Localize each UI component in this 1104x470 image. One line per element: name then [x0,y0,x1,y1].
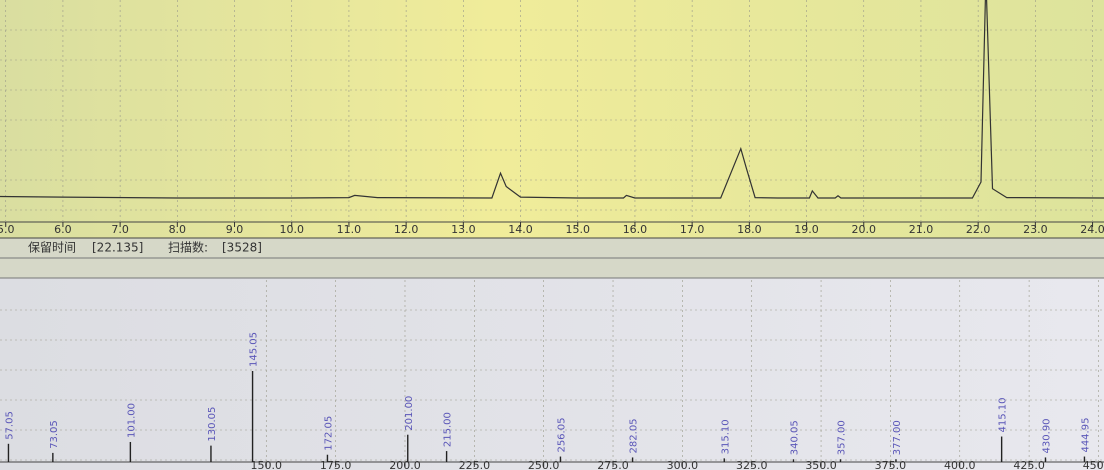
peak-label: 357.00 [836,420,847,455]
x-tick-label: 12.0 [394,223,419,236]
x-tick-label: 425.0 [1013,459,1045,470]
peak-label: 377.00 [892,420,903,455]
x-tick-label: 13.0 [451,223,476,236]
x-tick-label: 250.0 [528,459,560,470]
peak-label: 340.05 [789,420,800,455]
x-tick-label: 15.0 [565,223,590,236]
peak-label: 282.05 [629,418,640,453]
x-tick-label: 400.0 [944,459,976,470]
x-tick-label: 300.0 [667,459,699,470]
spectrum-bg [0,278,1104,470]
x-tick-label: 150.0 [251,459,283,470]
peak-label: 256.05 [556,418,567,453]
x-tick-label: 18.0 [737,223,762,236]
scan-label: 扫描数: [168,240,208,255]
peak-label: 172.05 [323,416,334,451]
peak-label: 57.05 [4,411,15,440]
peak-label: 315.10 [720,419,731,454]
peak-label: 444.95 [1080,418,1091,453]
chromatogram-trace [0,0,1104,199]
retention-label: 保留时间 [28,241,76,255]
peak-label: 201.00 [404,396,415,431]
x-tick-label: 225.0 [459,459,491,470]
peak-label: 73.05 [49,420,60,449]
x-tick-label: 275.0 [597,459,629,470]
chromatogram-bg [0,0,1104,238]
x-tick-label: 6.0 [54,223,72,236]
x-tick-label: 7.0 [111,223,129,236]
x-tick-label: 9.0 [226,223,244,236]
x-tick-label: 175.0 [320,459,352,470]
peak-label: 215.00 [443,412,454,447]
x-tick-label: 375.0 [875,459,907,470]
x-tick-label: 19.0 [794,223,819,236]
peak-label: 415.10 [998,398,1009,433]
x-tick-label: 17.0 [680,223,705,236]
x-tick-label: 14.0 [508,223,533,236]
x-tick-label: 5.0 [0,223,14,236]
peak-label: 101.00 [126,403,137,438]
x-tick-label: 200.0 [389,459,421,470]
x-tick-label: 450.0 [1083,459,1104,470]
x-tick-label: 24.0 [1080,223,1104,236]
x-tick-label: 8.0 [169,223,187,236]
x-tick-label: 23.0 [1023,223,1048,236]
peak-label: 145.05 [249,332,260,367]
x-tick-label: 16.0 [623,223,648,236]
x-tick-label: 10.0 [279,223,304,236]
x-tick-label: 21.0 [909,223,934,236]
x-tick-label: 22.0 [966,223,991,236]
x-tick-label: 20.0 [852,223,877,236]
x-tick-label: 350.0 [805,459,837,470]
x-tick-label: 11.0 [337,223,362,236]
peak-label: 130.05 [207,407,218,442]
x-tick-label: 325.0 [736,459,768,470]
plot-area [0,0,1104,199]
retention-value: [22.135] [92,241,143,255]
peak-label: 430.90 [1041,418,1052,453]
scan-value: [3528] [222,241,262,255]
